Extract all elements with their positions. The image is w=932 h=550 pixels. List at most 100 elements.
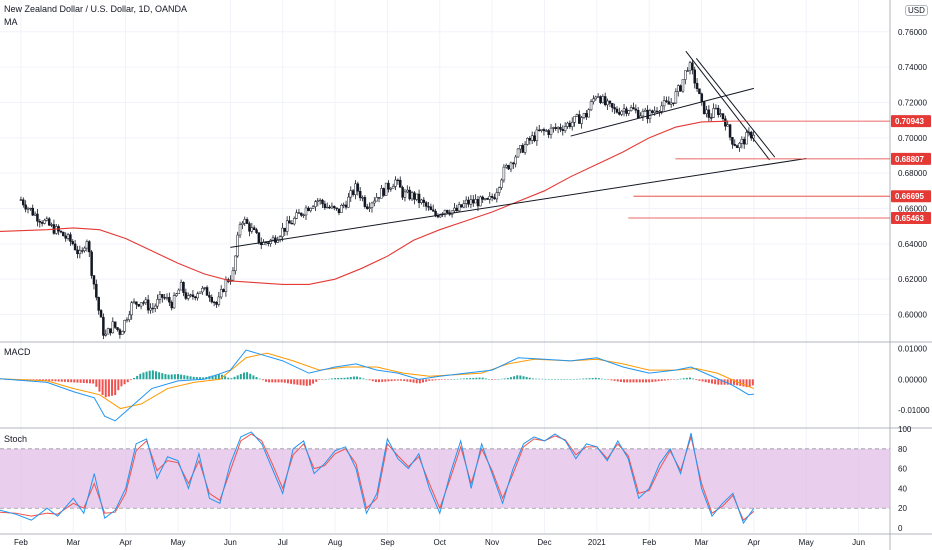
candle-body (641, 111, 645, 117)
candle-body (165, 297, 169, 299)
macd-pane-label[interactable]: MACD (4, 347, 31, 357)
macd-histogram-bar (682, 378, 685, 380)
macd-histogram-bar (242, 372, 245, 380)
macd-histogram-bar (519, 375, 522, 380)
macd-histogram-bar (553, 379, 556, 380)
candle-body (50, 224, 53, 226)
price-level-tag-label: 0.68807 (895, 155, 924, 164)
candle-body (474, 199, 477, 204)
macd-histogram-bar (48, 379, 51, 381)
macd-histogram-bar (566, 379, 569, 380)
macd-histogram-bar (374, 379, 377, 383)
candle-body (158, 294, 162, 300)
macd-histogram-bar (126, 379, 129, 383)
macd-histogram-bar (717, 379, 720, 385)
stoch-axis-tick: 60 (898, 465, 907, 474)
macd-histogram-bar (381, 379, 384, 382)
candle-body (132, 301, 136, 303)
candle-body (705, 109, 708, 114)
currency-badge[interactable]: USD (905, 5, 928, 16)
candle-body (271, 237, 275, 241)
candle-body (526, 138, 529, 145)
candle-body (231, 270, 235, 281)
ma-indicator-label[interactable]: MA (4, 17, 18, 27)
candle-body (429, 206, 433, 211)
macd-histogram-bar (714, 379, 717, 385)
stoch-axis-tick: 100 (898, 425, 912, 434)
macd-histogram-bar (252, 375, 255, 380)
macd-histogram-bar (104, 379, 107, 398)
candle-body (674, 91, 678, 104)
macd-histogram-bar (541, 378, 544, 380)
macd-histogram-bar (425, 379, 428, 382)
macd-histogram-bar (569, 379, 572, 380)
candle-body (285, 220, 289, 232)
macd-histogram-bar (748, 379, 751, 387)
macd-histogram-bar (453, 379, 456, 380)
time-axis-label: 2021 (588, 538, 606, 547)
macd-histogram-bar (638, 379, 641, 383)
macd-histogram-bar (591, 378, 594, 380)
macd-histogram-bar (623, 379, 626, 383)
macd-histogram-bar (692, 378, 695, 380)
macd-histogram-bar (142, 372, 145, 380)
candle-body (714, 107, 718, 110)
time-axis-label: Apr (119, 538, 132, 547)
candle-body (156, 299, 159, 307)
candle-body (288, 220, 291, 224)
candle-body (243, 219, 246, 224)
time-axis-label: May (799, 538, 814, 547)
macd-histogram-bar (70, 379, 73, 383)
candle-body (83, 247, 86, 251)
candle-body (224, 279, 228, 292)
macd-histogram-bar (343, 377, 346, 380)
candle-body (210, 296, 214, 303)
macd-histogram-bar (330, 378, 333, 380)
macd-histogram-bar (607, 379, 610, 380)
time-axis-label: Feb (14, 538, 28, 547)
candle-body (726, 124, 729, 127)
candle-body (80, 250, 84, 252)
candle-body (337, 208, 341, 214)
candle-body (201, 288, 204, 293)
time-axis-label: Oct (434, 538, 447, 547)
candle-body (153, 305, 157, 309)
candle-body (693, 69, 696, 84)
macd-histogram-bar (651, 379, 654, 383)
candle-body (728, 124, 732, 138)
macd-histogram-bar (663, 379, 666, 381)
macd-histogram-bar (698, 379, 701, 381)
price-level-tag-label: 0.70943 (895, 117, 924, 126)
macd-histogram-bar (390, 379, 393, 382)
candle-body (724, 118, 727, 127)
candle-body (556, 126, 560, 129)
candle-body (669, 102, 673, 105)
macd-histogram-bar (337, 377, 340, 380)
candle-body (184, 292, 188, 299)
macd-histogram-bar (560, 379, 563, 380)
candle-body (219, 289, 223, 298)
candle-body (469, 199, 473, 205)
candle-body (512, 162, 515, 165)
candle-body (198, 291, 202, 294)
macd-histogram-bar (531, 378, 534, 380)
candle-body (608, 100, 612, 104)
candle-body (592, 98, 595, 102)
candle-body (120, 331, 124, 335)
candle-body (620, 110, 623, 115)
candle-body (563, 126, 567, 131)
macd-histogram-bar (158, 372, 161, 380)
candle-body (212, 301, 216, 304)
stoch-d-line (0, 433, 755, 521)
stoch-axis-tick: 0 (898, 524, 903, 533)
trendline (230, 157, 807, 248)
macd-histogram-bar (619, 379, 622, 383)
macd-histogram-bar (732, 379, 735, 385)
candle-body (427, 206, 430, 208)
candle-body (238, 224, 242, 236)
candle-body (521, 145, 524, 153)
price-level-tag (891, 115, 931, 128)
candle-body (651, 110, 654, 113)
candle-body (106, 328, 110, 335)
stoch-pane-label[interactable]: Stoch (4, 434, 28, 444)
